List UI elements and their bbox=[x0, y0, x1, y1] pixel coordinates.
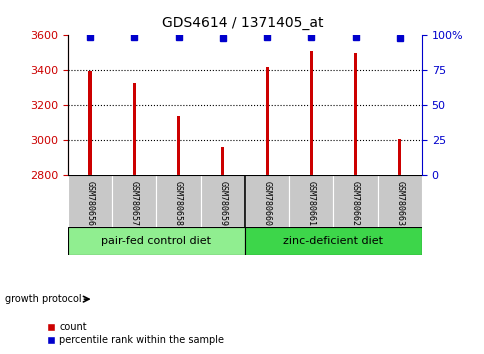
Text: GSM780662: GSM780662 bbox=[350, 181, 359, 226]
Text: GSM780656: GSM780656 bbox=[85, 181, 94, 226]
Bar bbox=[397, 139, 401, 175]
Bar bbox=[309, 51, 312, 175]
Text: GDS4614 / 1371405_at: GDS4614 / 1371405_at bbox=[162, 16, 322, 30]
Bar bbox=[244, 227, 421, 255]
Text: GSM780658: GSM780658 bbox=[174, 181, 182, 226]
Text: GSM780660: GSM780660 bbox=[262, 181, 271, 226]
Bar bbox=[68, 227, 244, 255]
Bar bbox=[156, 175, 200, 227]
Bar bbox=[200, 175, 244, 227]
Text: GSM780659: GSM780659 bbox=[218, 181, 227, 226]
Bar bbox=[88, 71, 91, 175]
Bar bbox=[112, 175, 156, 227]
Bar bbox=[333, 175, 377, 227]
Bar bbox=[265, 67, 268, 175]
Bar bbox=[133, 82, 136, 175]
Text: pair-fed control diet: pair-fed control diet bbox=[101, 236, 211, 246]
Text: zinc-deficient diet: zinc-deficient diet bbox=[283, 236, 383, 246]
Bar bbox=[221, 147, 224, 175]
Bar bbox=[68, 175, 112, 227]
Text: GSM780663: GSM780663 bbox=[394, 181, 404, 226]
Text: GSM780657: GSM780657 bbox=[130, 181, 138, 226]
Bar bbox=[353, 53, 356, 175]
Legend: count, percentile rank within the sample: count, percentile rank within the sample bbox=[44, 319, 227, 349]
Text: growth protocol: growth protocol bbox=[5, 294, 84, 304]
Bar bbox=[244, 175, 288, 227]
Bar bbox=[288, 175, 333, 227]
Text: GSM780661: GSM780661 bbox=[306, 181, 315, 226]
Bar bbox=[177, 116, 180, 175]
Bar bbox=[377, 175, 421, 227]
